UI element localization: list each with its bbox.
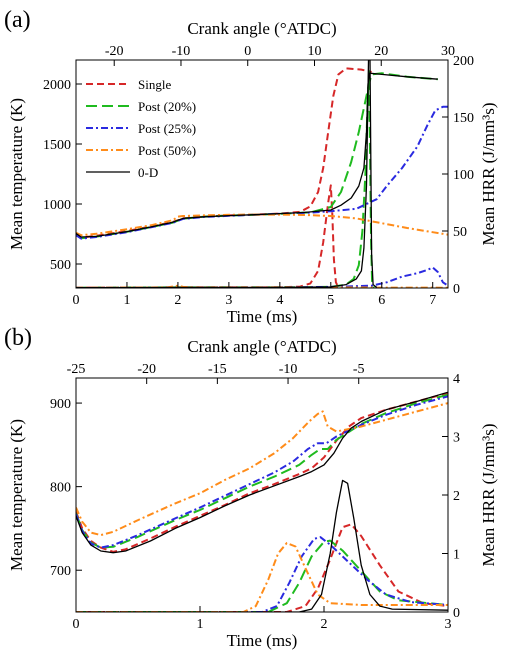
y-left-tick-label: 900 — [50, 397, 71, 412]
y-left-tick-label: 2000 — [43, 78, 71, 93]
series-line-0-d-left — [76, 391, 448, 554]
series-line-single-right — [76, 523, 448, 612]
series-line-single-left — [76, 392, 448, 553]
y-right-tick-label: 3 — [453, 431, 460, 446]
y-left-tick-label: 1000 — [43, 198, 71, 213]
panel-a: 0 1 2 3 4 5 6 7 -20 -10 0 10 20 30 500 1000 1500 2000 0 50 1… — [4, 7, 498, 326]
legend-label: Post (20%) — [138, 99, 196, 114]
panel-label: (b) — [4, 325, 32, 351]
series-line-post-20-right — [76, 70, 376, 288]
x-tick-label: 0 — [73, 293, 80, 308]
series-line-post-50-right — [76, 542, 448, 612]
plot-frame — [75, 59, 449, 289]
series-line-post-25-right — [76, 266, 448, 288]
top-tick-label: 0 — [244, 44, 251, 59]
top-tick-label: -10 — [279, 362, 298, 377]
x-tick-label: 3 — [225, 293, 232, 308]
y-left-tick-label: 700 — [50, 564, 71, 579]
x-tick-label: 6 — [378, 293, 385, 308]
legend-label: Single — [138, 77, 171, 92]
y-right-tick-label: 50 — [453, 225, 467, 240]
y-right-tick-label: 1 — [453, 548, 460, 563]
y-right-tick-label: 150 — [453, 111, 474, 126]
x-tick-label: 3 — [445, 617, 452, 632]
x-tick-label: 7 — [429, 293, 436, 308]
top-tick-label: 10 — [307, 44, 321, 59]
legend-label: 0-D — [138, 165, 158, 180]
y-left-axis-title: Mean temperature (K) — [7, 419, 26, 571]
series-line-post-25-right — [76, 536, 448, 612]
x-axis-title: Time (ms) — [227, 307, 298, 326]
x-tick-label: 0 — [73, 617, 80, 632]
top-tick-label: -10 — [172, 44, 191, 59]
series-line-0-d-left — [76, 72, 438, 238]
y-left-tick-label: 800 — [50, 481, 71, 496]
x-tick-label: 2 — [321, 617, 328, 632]
panel-b: 0 1 2 3 -25 -20 -15 -10 -5 700 800 900 0 1 2 3 4 (b) Crank… — [4, 325, 498, 650]
top-tick-label: 30 — [441, 44, 455, 59]
top-axis-title: Crank angle (°ATDC) — [187, 19, 336, 38]
series-group — [76, 60, 448, 288]
x-tick-label: 1 — [123, 293, 130, 308]
top-tick-label: -5 — [353, 362, 365, 377]
series-line-post-20-left — [76, 393, 448, 549]
x-tick-label: 4 — [276, 293, 283, 308]
legend-label: Post (25%) — [138, 121, 196, 136]
y-right-axis-title: Mean HRR (J/mm³s) — [479, 103, 498, 246]
series-line-single-right — [76, 184, 340, 288]
series-line-post-50-left — [76, 402, 448, 537]
x-tick-label: 2 — [174, 293, 181, 308]
y-left-axis-title: Mean temperature (K) — [7, 98, 26, 250]
series-line-post-25-left — [76, 395, 448, 549]
y-right-tick-label: 0 — [453, 606, 460, 621]
x-tick-label: 1 — [197, 617, 204, 632]
y-right-tick-label: 0 — [453, 282, 460, 297]
top-tick-label: -20 — [137, 362, 156, 377]
y-left-tick-label: 1500 — [43, 138, 71, 153]
y-right-tick-label: 2 — [453, 489, 460, 504]
series-line-0-d-right — [76, 60, 378, 288]
series-line-0-d-right — [76, 479, 448, 612]
top-axis-title: Crank angle (°ATDC) — [187, 337, 336, 356]
series-line-post-20-right — [76, 539, 448, 612]
top-tick-label: -15 — [208, 362, 227, 377]
plot-frame — [75, 377, 449, 613]
y-right-axis-title: Mean HRR (J/mm³s) — [479, 424, 498, 567]
top-tick-label: -20 — [105, 44, 124, 59]
series-line-post-25-left — [76, 105, 448, 240]
x-axis-title: Time (ms) — [227, 631, 298, 650]
top-tick-label: -25 — [67, 362, 86, 377]
series-line-post-20-left — [76, 72, 438, 240]
panel-label: (a) — [4, 7, 31, 33]
y-left-tick-label: 500 — [50, 258, 71, 273]
x-tick-label: 5 — [327, 293, 334, 308]
legend: Single Post (20%) Post (25%) Post (50%) 0-D — [86, 77, 196, 180]
y-right-tick-label: 4 — [453, 372, 460, 387]
series-line-post-50-left — [76, 213, 448, 237]
top-tick-label: 20 — [374, 44, 388, 59]
y-right-tick-label: 100 — [453, 168, 474, 183]
series-group — [76, 391, 448, 612]
legend-label: Post (50%) — [138, 143, 196, 158]
y-right-tick-label: 200 — [453, 54, 474, 69]
